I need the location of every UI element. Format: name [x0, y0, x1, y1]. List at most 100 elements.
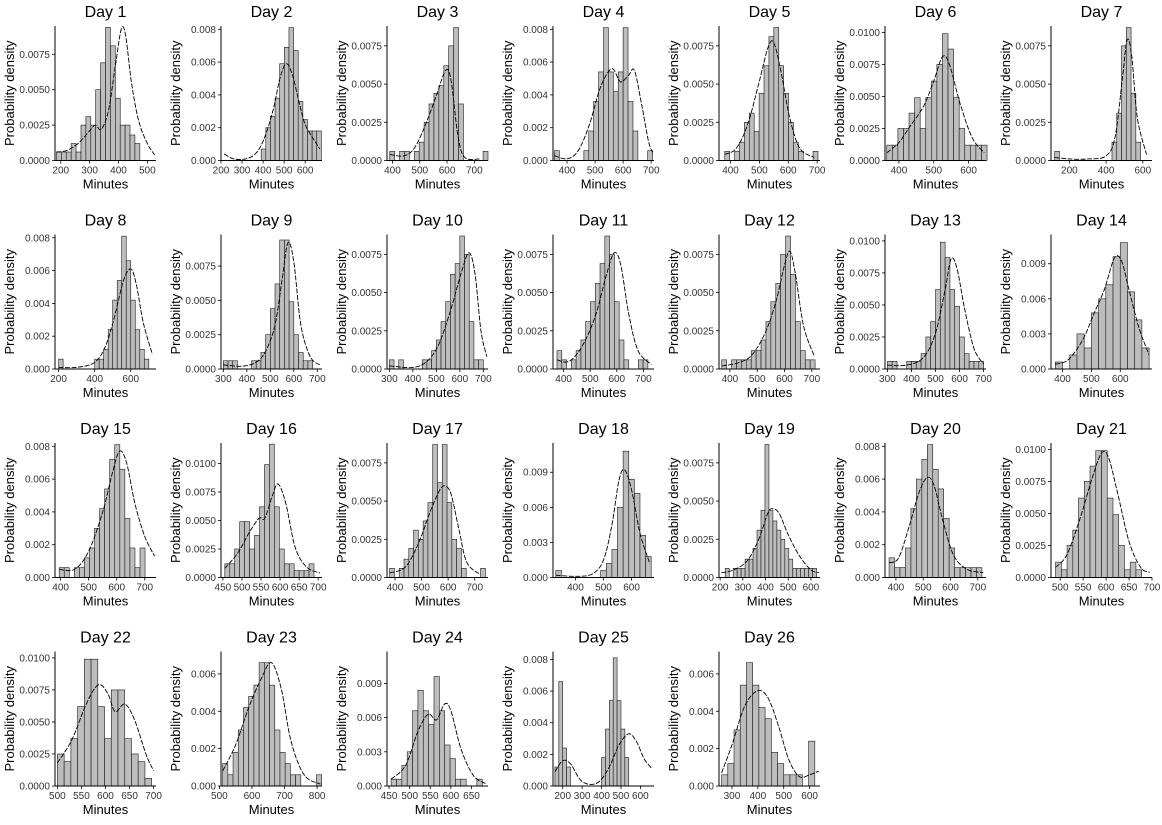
- histogram-bar: [638, 359, 644, 370]
- histogram-bar: [964, 144, 971, 161]
- histogram-bar: [778, 65, 784, 161]
- histogram-bar: [959, 567, 966, 578]
- density-curve: [555, 469, 651, 577]
- panel-title: Day 6: [915, 4, 957, 21]
- x-tick-label: 600: [439, 166, 456, 177]
- x-tick-label: 700: [809, 166, 826, 177]
- y-tick-label: 0.0025: [19, 749, 50, 760]
- y-tick-label: 0.000: [191, 156, 216, 167]
- histogram-bar: [771, 752, 778, 787]
- histogram-bar: [632, 130, 639, 161]
- histogram-bar: [727, 763, 735, 787]
- histogram-bar: [888, 557, 895, 578]
- x-tick-label: 500: [582, 374, 599, 385]
- histogram-bar: [298, 352, 304, 370]
- histogram-bar: [783, 92, 789, 161]
- histogram-bar: [937, 488, 944, 578]
- y-axis-label: Probability density: [2, 666, 17, 772]
- x-tick-label: 300: [879, 374, 896, 385]
- histogram-bar: [110, 689, 119, 787]
- y-tick-label: 0.002: [523, 123, 548, 134]
- x-axis-label: Minutes: [83, 177, 129, 192]
- histogram-bar: [932, 468, 939, 578]
- x-tick-label: 600: [297, 166, 314, 177]
- panel-title: Day 22: [80, 630, 131, 647]
- histogram-bar: [724, 568, 730, 578]
- y-tick-label: 0.003: [357, 747, 382, 758]
- histogram-bar: [79, 567, 85, 578]
- x-tick-label: 300: [234, 166, 251, 177]
- histogram-bar: [408, 548, 414, 578]
- y-tick-label: 0.0050: [351, 80, 382, 91]
- x-tick-label: 550: [253, 583, 270, 594]
- y-tick-label: 0.0050: [185, 296, 216, 307]
- y-tick-label: 0.0050: [849, 92, 880, 103]
- x-axis-label: Minutes: [83, 385, 129, 400]
- x-tick-label: 500: [915, 583, 932, 594]
- y-tick-label: 0.000: [689, 782, 714, 793]
- histogram-bar: [455, 778, 462, 787]
- x-axis-label: Minutes: [747, 177, 793, 192]
- x-tick-label: 400: [238, 374, 255, 385]
- histogram-panel: Day 4 400 500 600 700 0.000 0.002 0.004 0.006 0.0…: [500, 4, 660, 192]
- x-axis-label: Minutes: [747, 594, 793, 609]
- histogram-bar: [422, 710, 429, 787]
- y-tick-label: 0.0000: [849, 156, 880, 167]
- y-tick-label: 0.003: [1021, 329, 1046, 340]
- histogram-bar: [458, 103, 464, 161]
- y-tick-label: 0.0075: [849, 268, 880, 279]
- histogram-bar: [418, 141, 425, 161]
- histogram-bar: [1054, 151, 1060, 161]
- y-tick-label: 0.0000: [351, 573, 382, 584]
- y-tick-label: 0.0075: [683, 41, 714, 52]
- histogram-bar: [302, 119, 308, 161]
- x-tick-label: 500: [401, 791, 418, 802]
- histogram-bar: [562, 747, 567, 787]
- y-tick-label: 0.006: [1021, 294, 1046, 305]
- density-curve: [389, 68, 480, 160]
- density-curve: [721, 250, 815, 367]
- histogram-bar: [1135, 141, 1141, 161]
- histogram-panel: Day 26 300 400 500 600 0.000 0.002 0.004 0.006 Mi…: [666, 630, 820, 817]
- histogram-bar: [954, 305, 960, 370]
- histogram-bar: [137, 761, 146, 787]
- histogram-bar: [809, 359, 816, 370]
- histogram-bar: [758, 92, 765, 161]
- histogram-bar: [768, 36, 775, 161]
- y-axis-label: Probability density: [500, 666, 515, 772]
- panel-title: Day 20: [910, 421, 961, 438]
- x-tick-label: 700: [643, 166, 660, 177]
- histogram-bar: [588, 130, 594, 161]
- panel-title: Day 23: [246, 630, 297, 647]
- y-tick-label: 0.004: [689, 707, 714, 718]
- histogram-bar: [61, 151, 67, 161]
- density-curve: [59, 450, 155, 572]
- y-tick-label: 0.008: [25, 233, 50, 244]
- histogram-bar: [480, 568, 486, 578]
- y-tick-label: 0.002: [191, 744, 216, 755]
- histogram-panel: Day 15 400 500 600 700 0.000 0.002 0.004 0.006 0.…: [2, 421, 156, 609]
- histogram-bar: [232, 360, 238, 370]
- histogram-bar: [433, 676, 440, 787]
- panel-title: Day 25: [578, 630, 629, 647]
- x-tick-label: 700: [276, 791, 293, 802]
- panel-title: Day 9: [251, 213, 293, 230]
- histogram-bar: [446, 502, 453, 578]
- x-tick-label: 700: [975, 374, 992, 385]
- histogram-bar: [617, 71, 624, 161]
- histogram-bar: [760, 339, 767, 370]
- histogram-bar: [302, 360, 309, 370]
- x-tick-label: 400: [255, 166, 272, 177]
- x-tick-label: 400: [86, 374, 103, 385]
- y-tick-label: 0.0000: [19, 156, 50, 167]
- histogram-bar: [789, 774, 797, 787]
- histogram-bar: [258, 662, 265, 787]
- density-curve: [223, 63, 321, 161]
- x-axis-label: Minutes: [913, 177, 959, 192]
- x-tick-label: 400: [110, 166, 127, 177]
- histogram-bar: [459, 235, 465, 370]
- x-tick-label: 700: [309, 374, 326, 385]
- histogram-bar: [412, 710, 419, 787]
- y-tick-label: 0.0050: [849, 300, 880, 311]
- histogram-bar: [77, 706, 85, 787]
